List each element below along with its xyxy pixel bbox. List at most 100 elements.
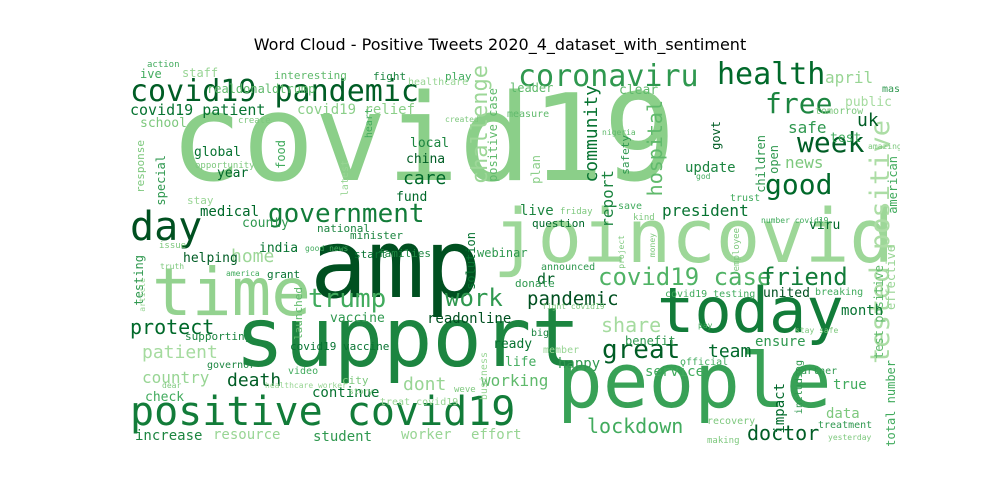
word-impact: impact xyxy=(772,383,788,434)
word-safety: safety xyxy=(619,135,632,175)
word-month: month xyxy=(841,303,884,319)
word-fight: fight xyxy=(373,70,407,83)
word-viru: viru xyxy=(809,218,841,233)
word-service: service xyxy=(645,364,705,380)
word-healthcare: healthcare xyxy=(408,77,469,88)
word-check: check xyxy=(145,390,185,405)
word-god: god xyxy=(696,172,711,181)
word-american: american xyxy=(886,156,900,214)
word-issue: issue xyxy=(159,241,187,251)
word-covid19-vaccine: covid19 vaccine xyxy=(290,340,390,353)
word-good-news: good news xyxy=(305,244,349,253)
word-article: article xyxy=(138,278,147,312)
word-mask: mask xyxy=(882,84,900,95)
word-tomorrow: tomorrow xyxy=(815,106,864,117)
word-heart: heart xyxy=(364,108,375,139)
word-life: life xyxy=(505,355,537,370)
word-breaking: breaking xyxy=(815,287,864,298)
word-increase: increase xyxy=(135,428,203,444)
word-covid19-pandemic: covid19 pandemic xyxy=(130,74,419,109)
word-time: time xyxy=(152,254,311,331)
word-united: united xyxy=(763,286,810,301)
word-leader: leader xyxy=(510,81,554,95)
word-good: good xyxy=(765,168,833,201)
word-weve: weve xyxy=(454,385,476,395)
word-govt: govt xyxy=(709,121,723,150)
word-launched: launched xyxy=(292,287,305,340)
word-positive-covid19: positive covid19 xyxy=(130,389,516,435)
word-play: play xyxy=(445,70,472,83)
word-true: true xyxy=(833,377,867,393)
word-special: special xyxy=(154,155,168,206)
word-created: created xyxy=(445,115,479,124)
word-cloud: covid19 amp joincovid support people time toda… xyxy=(125,60,900,448)
word-doctor: doctor xyxy=(747,421,820,445)
word-member: member xyxy=(543,345,580,356)
word-benefit: benefit xyxy=(625,334,676,348)
word-save: save xyxy=(618,201,643,212)
word-local: local xyxy=(410,136,450,151)
word-protect: protect xyxy=(130,315,215,339)
word-china: china xyxy=(406,152,446,167)
word-ive: ive xyxy=(140,67,162,81)
word-staff: staff xyxy=(182,66,219,80)
word-story: story xyxy=(349,387,374,396)
word-amazing: amazing xyxy=(868,142,900,151)
word-readonline: readonline xyxy=(427,311,512,327)
word-school: school xyxy=(140,116,187,131)
word-treat-covid19: treat covid19 xyxy=(380,397,459,408)
word-positive-case: positive case xyxy=(486,88,500,182)
word-fight-covid19: fight covid19 xyxy=(542,302,605,311)
word-food: food xyxy=(274,140,288,169)
word-pandemic: pandemic xyxy=(527,288,619,310)
word-minister: minister xyxy=(350,229,403,242)
word-donate: donate xyxy=(515,277,555,290)
word-including: including xyxy=(794,360,805,415)
word-america: america xyxy=(226,269,260,278)
word-webinar: webinar xyxy=(477,246,528,260)
word-day: day xyxy=(130,204,203,250)
word-dr: dr xyxy=(537,270,556,288)
word-making: making xyxy=(707,436,740,446)
word-global: global xyxy=(194,145,241,160)
word-business: business xyxy=(479,352,490,401)
word-coronaviru: coronaviru xyxy=(518,60,699,94)
word-community: community xyxy=(581,85,602,183)
word-fund: fund xyxy=(396,190,428,205)
word-working: working xyxy=(481,371,549,390)
word-india: india xyxy=(259,241,299,256)
word-national: national xyxy=(317,222,370,235)
word-stay-safe: stay safe xyxy=(795,326,839,335)
word-government: government xyxy=(268,199,425,229)
word-total-number: total number xyxy=(884,360,898,447)
word-free: free xyxy=(765,87,833,120)
word-covid19-relief: covid19 relief xyxy=(297,102,416,118)
word-student: student xyxy=(313,429,373,445)
word-support: support xyxy=(235,291,581,386)
word-president: president xyxy=(662,201,749,220)
word-grant: grant xyxy=(267,268,301,281)
word-money: money xyxy=(648,233,657,258)
word-team: team xyxy=(708,341,752,362)
word-helping: helping xyxy=(183,251,238,266)
word-uk: uk xyxy=(857,110,879,131)
word-yesterday: yesterday xyxy=(828,433,872,442)
word-worker: worker xyxy=(401,427,452,443)
word-public: public xyxy=(845,95,892,110)
word-city: city xyxy=(342,374,369,387)
word-happy: happy xyxy=(558,356,601,372)
word-ensure: ensure xyxy=(755,334,806,350)
word-safe: safe xyxy=(788,118,827,137)
word-response: response xyxy=(134,140,147,193)
word-patient: patient xyxy=(142,342,218,363)
word-county: county xyxy=(242,216,289,231)
word-resource: resource xyxy=(213,427,281,443)
word-trust: trust xyxy=(730,193,761,204)
chart-title: Word Cloud - Positive Tweets 2020_4_data… xyxy=(253,35,747,54)
word-medical: medical xyxy=(200,204,260,220)
word-employee: employee xyxy=(732,228,742,272)
word-supporting: supporting xyxy=(185,330,252,343)
word-work: work xyxy=(445,284,503,312)
word-great: great xyxy=(602,335,681,365)
word-project: project xyxy=(617,235,626,269)
